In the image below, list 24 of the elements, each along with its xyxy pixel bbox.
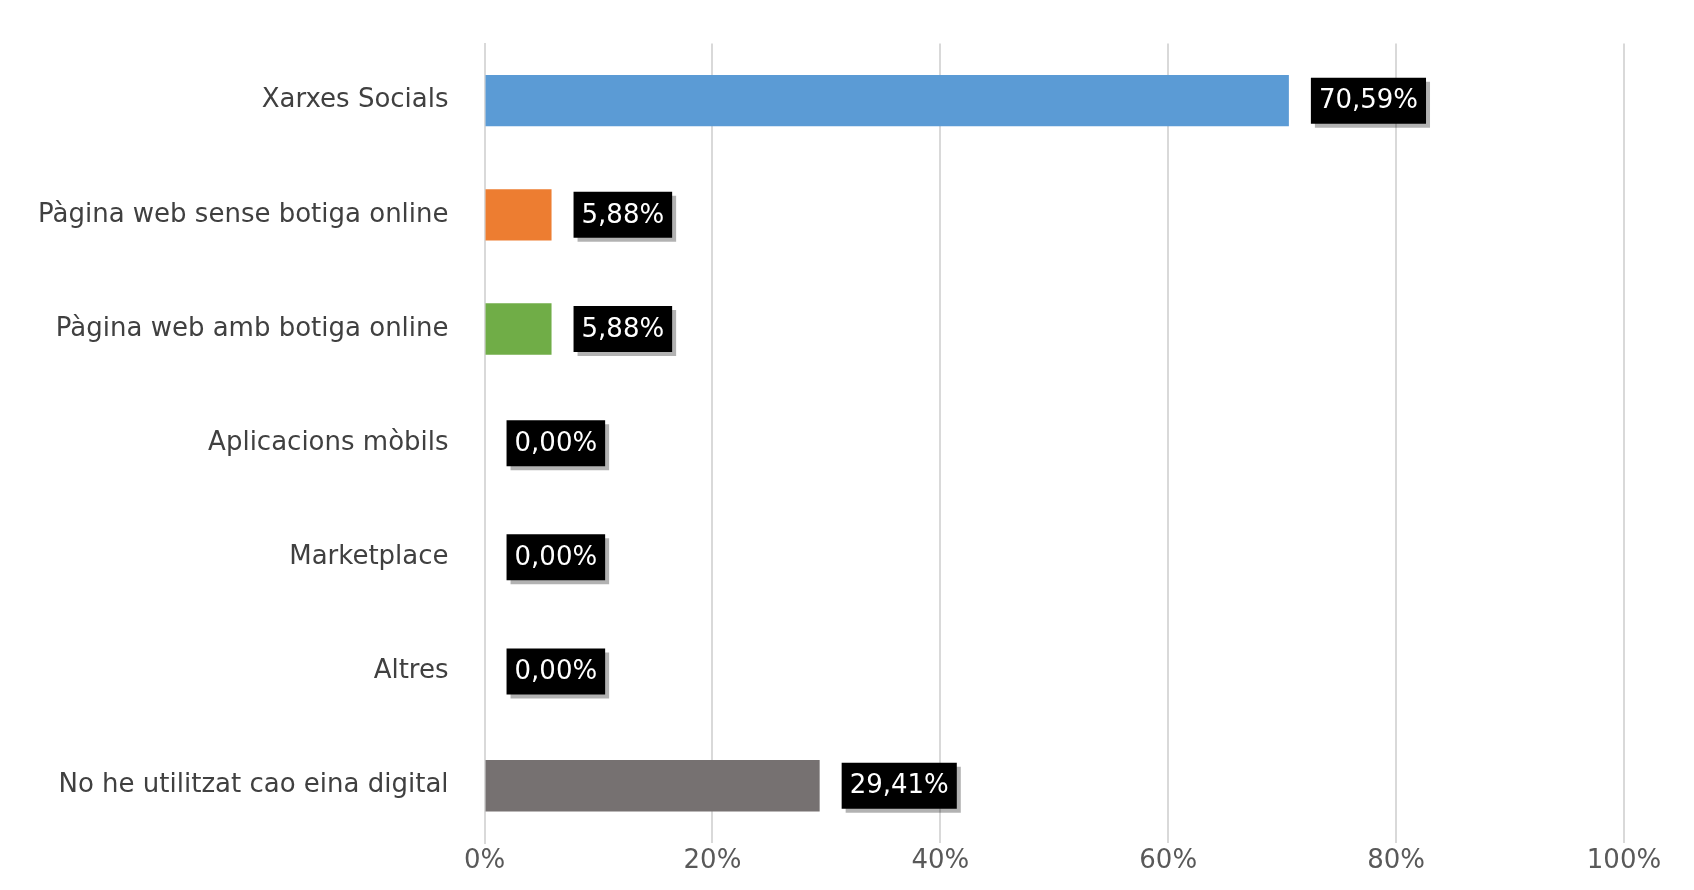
- data-label: 0,00%: [514, 541, 598, 572]
- x-tick-label: 40%: [911, 844, 970, 875]
- bar: [485, 75, 1289, 127]
- y-tick-label: Pàgina web amb botiga online: [55, 311, 449, 342]
- y-tick-label: Pàgina web sense botiga online: [37, 197, 449, 228]
- data-label: 5,88%: [581, 312, 665, 343]
- bar: [485, 760, 820, 812]
- y-tick-label: No he utilitzat cao eina digital: [58, 768, 449, 799]
- data-label: 29,41%: [849, 769, 949, 800]
- bar: [485, 189, 552, 241]
- y-tick-label: Altres: [373, 654, 449, 685]
- data-label: 0,00%: [514, 426, 598, 457]
- data-label: 5,88%: [581, 198, 665, 229]
- data-label: 0,00%: [514, 655, 598, 686]
- bar: [485, 303, 552, 355]
- y-tick-label: Marketplace: [289, 540, 449, 571]
- x-tick-label: 20%: [683, 844, 742, 875]
- x-tick-label: 0%: [463, 844, 506, 875]
- data-label: 70,59%: [1318, 84, 1419, 115]
- x-tick-label: 60%: [1139, 844, 1198, 875]
- y-tick-label: Aplicacions mòbils: [208, 425, 449, 456]
- y-tick-label: Xarxes Socials: [261, 83, 449, 114]
- x-tick-label: 100%: [1586, 844, 1662, 875]
- x-tick-label: 80%: [1367, 844, 1426, 875]
